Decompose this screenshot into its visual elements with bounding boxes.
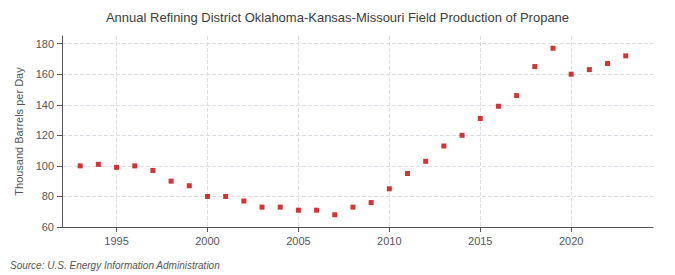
svg-text:Annual Refining District Oklah: Annual Refining District Oklahoma-Kansas… [106,10,569,25]
svg-text:2015: 2015 [468,235,492,247]
svg-text:2005: 2005 [286,235,310,247]
svg-text:100: 100 [36,160,54,172]
svg-text:120: 120 [36,129,54,141]
svg-text:60: 60 [42,221,54,233]
svg-text:1995: 1995 [104,235,128,247]
svg-text:2000: 2000 [195,235,219,247]
svg-text:80: 80 [42,190,54,202]
svg-text:Thousand Barrels per Day: Thousand Barrels per Day [13,67,25,196]
svg-text:180: 180 [36,38,54,50]
svg-text:160: 160 [36,68,54,80]
svg-text:Source: U.S. Energy Informatio: Source: U.S. Energy Information Administ… [10,260,220,271]
svg-text:140: 140 [36,99,54,111]
svg-text:2020: 2020 [559,235,583,247]
svg-text:2010: 2010 [377,235,401,247]
